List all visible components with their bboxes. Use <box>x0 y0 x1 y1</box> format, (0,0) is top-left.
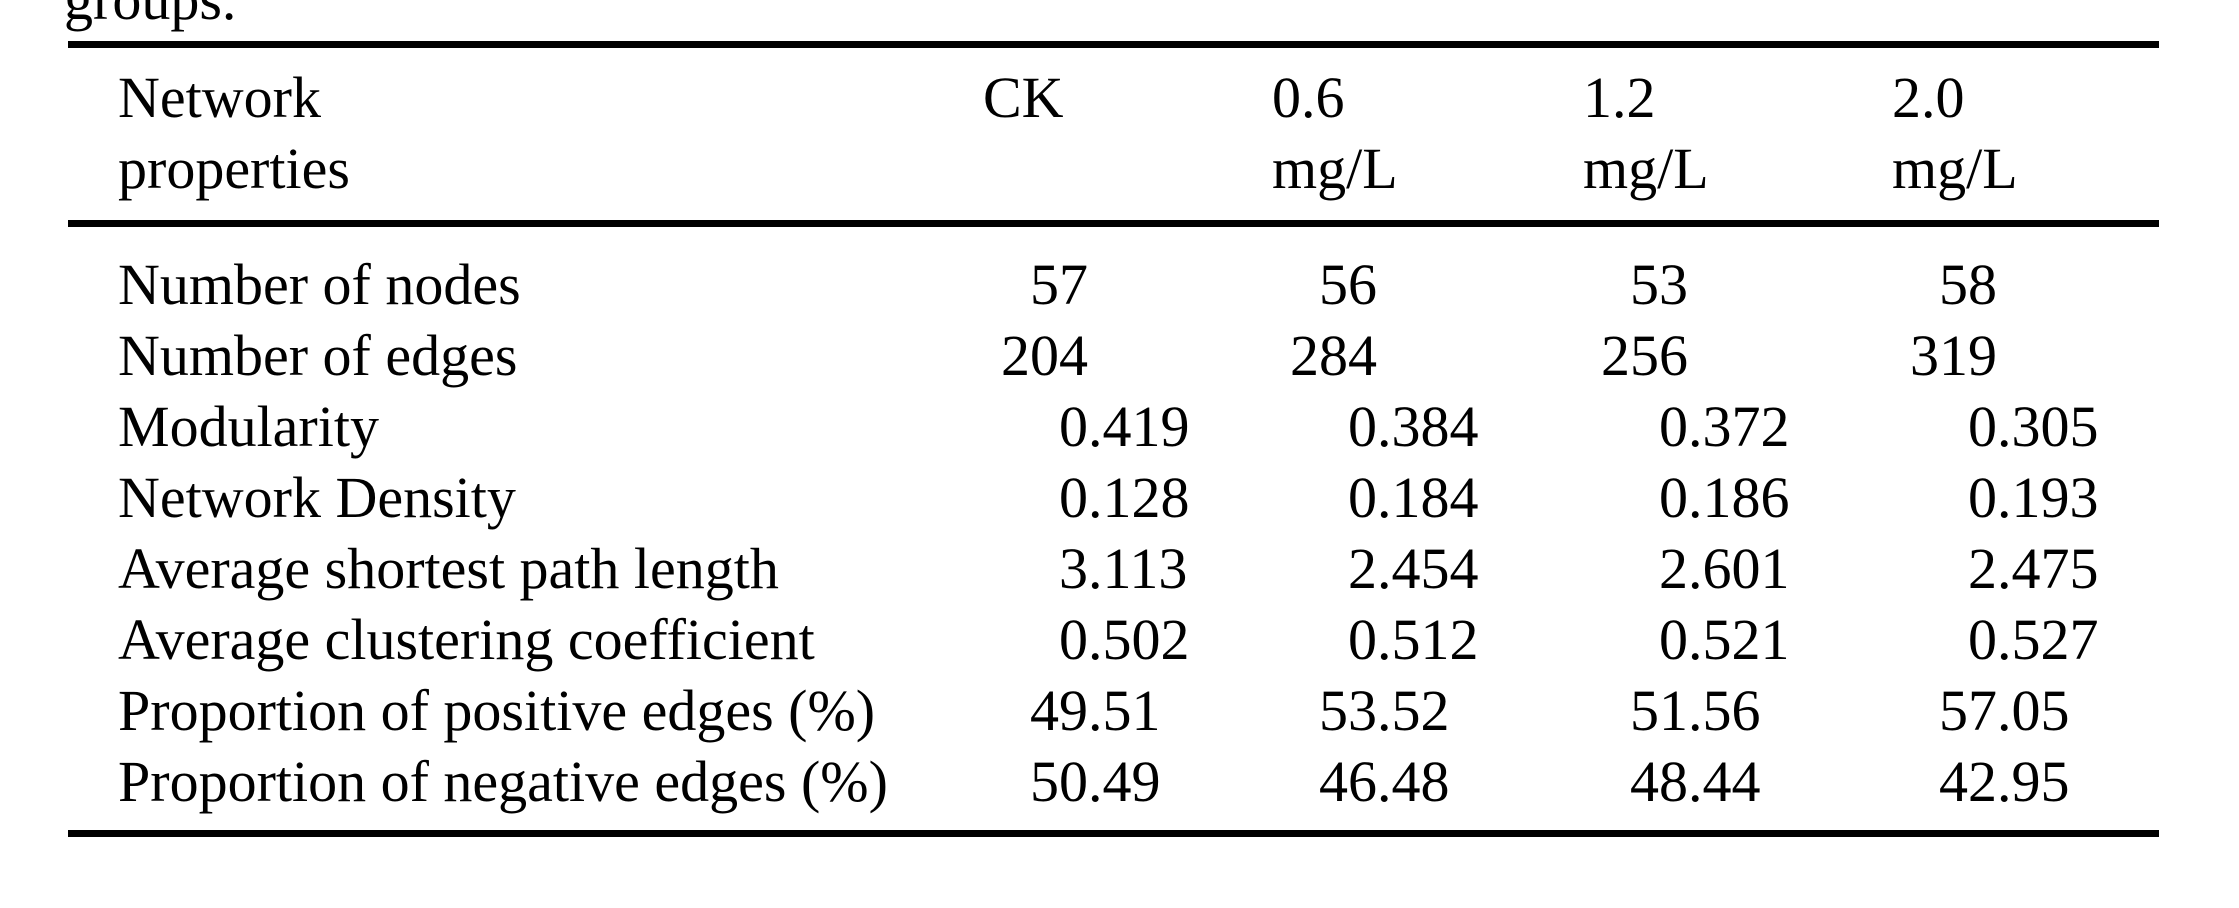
table-row: Proportion of negative edges (%) 50.49 4… <box>68 746 2159 817</box>
table-row: Modularity 0.419 0.384 0.372 0.305 <box>68 391 2159 462</box>
table-cell: 284 <box>1290 323 1377 388</box>
table-cell: 0.527 <box>1968 607 2099 672</box>
table-cell: 204 <box>1001 323 1088 388</box>
column-header-2-0-mg-l: 2.0 mg/L <box>1892 62 2159 204</box>
table-cell: 53 <box>1630 252 1688 317</box>
column-header-label: 1.2 mg/L <box>1583 65 1709 201</box>
table-cell: 3.113 <box>1059 536 1188 601</box>
table-cell: 42.95 <box>1939 749 2070 814</box>
table-cell: 0.184 <box>1348 465 1479 530</box>
table-cell: 256 <box>1601 323 1688 388</box>
table-cell: 58 <box>1939 252 1997 317</box>
table-cell: 2.475 <box>1968 536 2099 601</box>
row-label: Number of edges <box>118 323 518 388</box>
table-cell: 0.372 <box>1659 394 1790 459</box>
table-cell: 57.05 <box>1939 678 2070 743</box>
table-cell: 0.521 <box>1659 607 1790 672</box>
row-label: Proportion of negative edges (%) <box>118 749 888 814</box>
table-row: Average clustering coefficient 0.502 0.5… <box>68 604 2159 675</box>
table-cell: 0.502 <box>1059 607 1190 672</box>
column-header-0-6-mg-l: 0.6 mg/L <box>1272 62 1583 204</box>
table-cell: 50.49 <box>1030 749 1161 814</box>
row-label: Average shortest path length <box>118 536 779 601</box>
row-label: Modularity <box>118 394 379 459</box>
table-cell: 0.193 <box>1968 465 2099 530</box>
table-cell: 57 <box>1030 252 1088 317</box>
table-cell: 0.384 <box>1348 394 1479 459</box>
table-cell: 2.454 <box>1348 536 1479 601</box>
table-cell: 0.419 <box>1059 394 1190 459</box>
table-cell: 46.48 <box>1319 749 1450 814</box>
table-row: Network Density 0.128 0.184 0.186 0.193 <box>68 462 2159 533</box>
table-cell: 319 <box>1910 323 1997 388</box>
row-label: Network Density <box>118 465 516 530</box>
table-row: Number of nodes 57 56 53 58 <box>68 249 2159 320</box>
table-cell: 0.186 <box>1659 465 1790 530</box>
table-row: Average shortest path length 3.113 2.454… <box>68 533 2159 604</box>
table-cell: 2.601 <box>1659 536 1790 601</box>
caption-text-fragment: groups. <box>64 0 236 33</box>
table-cell: 48.44 <box>1630 749 1761 814</box>
column-header-1-2-mg-l: 1.2 mg/L <box>1583 62 1892 204</box>
network-properties-table: Network properties CK 0.6 mg/L 1.2 mg/L … <box>68 41 2159 837</box>
table-body: Number of nodes 57 56 53 58 Number of ed… <box>68 227 2159 837</box>
table-row: Proportion of positive edges (%) 49.51 5… <box>68 675 2159 746</box>
column-header-ck: CK <box>983 62 1272 133</box>
row-label: Average clustering coefficient <box>118 607 815 672</box>
table-cell: 53.52 <box>1319 678 1450 743</box>
table-cell: 49.51 <box>1030 678 1161 743</box>
row-label: Proportion of positive edges (%) <box>118 678 876 743</box>
table-header-row: Network properties CK 0.6 mg/L 1.2 mg/L … <box>68 48 2159 227</box>
column-header-label: Network properties <box>118 65 350 201</box>
table-cell: 56 <box>1319 252 1377 317</box>
table-cell: 0.512 <box>1348 607 1479 672</box>
table-cell: 0.128 <box>1059 465 1190 530</box>
table-cell: 0.305 <box>1968 394 2099 459</box>
column-header-network-properties: Network properties <box>68 62 983 204</box>
column-header-label: 0.6 mg/L <box>1272 65 1398 201</box>
row-label: Number of nodes <box>118 252 521 317</box>
column-header-label: 2.0 mg/L <box>1892 65 2018 201</box>
column-header-label: CK <box>983 65 1064 130</box>
table-cell: 51.56 <box>1630 678 1761 743</box>
table-row: Number of edges 204 284 256 319 <box>68 320 2159 391</box>
